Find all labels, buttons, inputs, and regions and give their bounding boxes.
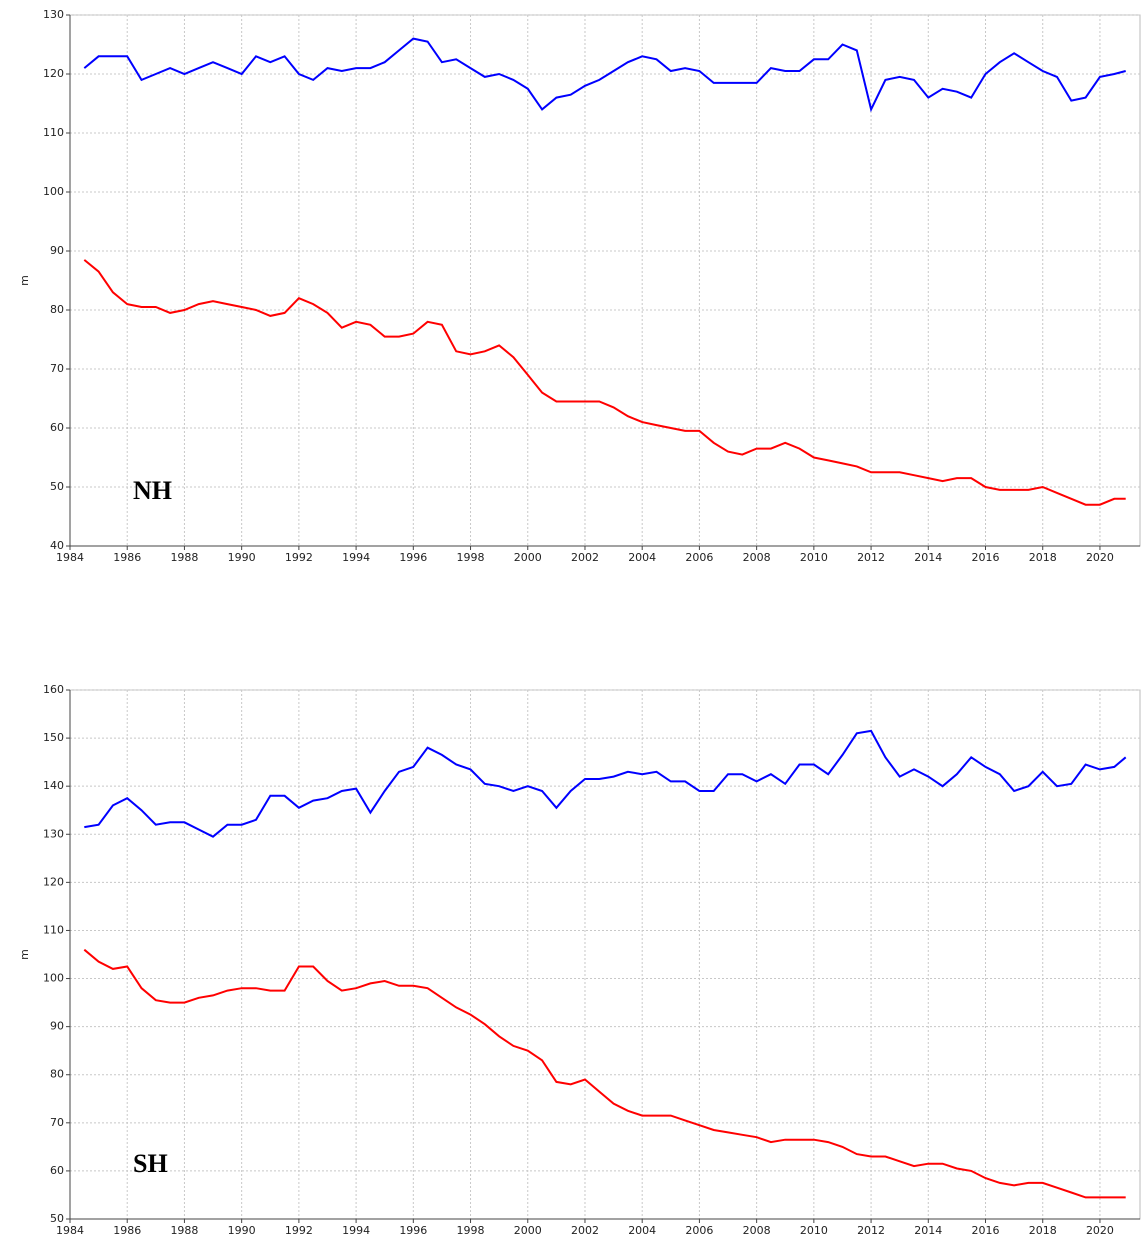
y-tick-label: 90 <box>50 244 64 257</box>
y-axis-label: m <box>18 949 31 960</box>
x-tick-label: 2000 <box>514 1224 542 1237</box>
x-tick-label: 1990 <box>228 1224 256 1237</box>
y-tick-label: 160 <box>43 683 64 696</box>
y-tick-label: 140 <box>43 779 64 792</box>
x-tick-label: 2004 <box>628 1224 656 1237</box>
data-line <box>84 729 1127 838</box>
x-tick-label: 2012 <box>857 1224 885 1237</box>
x-tick-label: 2010 <box>800 1224 828 1237</box>
x-tick-label: 2018 <box>1029 551 1057 564</box>
x-tick-label: 1992 <box>285 551 313 564</box>
y-tick-label: 110 <box>43 126 64 139</box>
x-tick-label: 2004 <box>628 551 656 564</box>
x-tick-label: 2018 <box>1029 1224 1057 1237</box>
x-tick-label: 2016 <box>972 1224 1000 1237</box>
y-axis-label: m <box>18 275 31 286</box>
x-tick-label: 1998 <box>457 1224 485 1237</box>
y-tick-label: 120 <box>43 875 64 888</box>
x-tick-label: 1996 <box>399 551 427 564</box>
y-tick-label: 50 <box>50 1212 64 1225</box>
y-tick-label: 80 <box>50 303 64 316</box>
y-tick-label: 130 <box>43 827 64 840</box>
x-tick-label: 2000 <box>514 551 542 564</box>
x-tick-label: 1992 <box>285 1224 313 1237</box>
x-tick-label: 1994 <box>342 1224 370 1237</box>
y-tick-label: 60 <box>50 421 64 434</box>
x-tick-label: 2002 <box>571 1224 599 1237</box>
x-tick-label: 1990 <box>228 551 256 564</box>
y-tick-label: 120 <box>43 67 64 80</box>
y-tick-label: 100 <box>43 185 64 198</box>
y-tick-label: 110 <box>43 923 64 936</box>
x-tick-label: 1994 <box>342 551 370 564</box>
x-tick-label: 1986 <box>113 1224 141 1237</box>
data-line <box>83 37 1126 113</box>
x-tick-label: 1998 <box>457 551 485 564</box>
x-tick-label: 1984 <box>56 1224 84 1237</box>
x-tick-label: 2020 <box>1086 1224 1114 1237</box>
panel-label: SH <box>133 1149 168 1178</box>
y-tick-label: 50 <box>50 480 64 493</box>
x-tick-label: 1988 <box>170 1224 198 1237</box>
x-tick-label: 2006 <box>685 551 713 564</box>
y-tick-label: 80 <box>50 1068 64 1081</box>
x-tick-label: 2008 <box>743 551 771 564</box>
x-tick-label: 1996 <box>399 1224 427 1237</box>
x-tick-label: 2016 <box>972 551 1000 564</box>
panel-label: NH <box>133 476 172 505</box>
y-tick-label: 70 <box>50 1116 64 1129</box>
x-tick-label: 2002 <box>571 551 599 564</box>
y-tick-label: 90 <box>50 1020 64 1033</box>
x-tick-label: 2014 <box>914 551 942 564</box>
plot-area <box>69 689 1141 1220</box>
x-tick-label: 2006 <box>685 1224 713 1237</box>
x-tick-label: 2008 <box>743 1224 771 1237</box>
data-line <box>83 948 1126 1199</box>
y-tick-label: 100 <box>43 972 64 985</box>
y-tick-label: 150 <box>43 731 64 744</box>
x-tick-label: 1984 <box>56 551 84 564</box>
y-tick-label: 40 <box>50 539 64 552</box>
y-tick-label: 70 <box>50 362 64 375</box>
x-tick-label: 2014 <box>914 1224 942 1237</box>
x-tick-label: 1988 <box>170 551 198 564</box>
x-tick-label: 2020 <box>1086 551 1114 564</box>
x-tick-label: 2012 <box>857 551 885 564</box>
data-line <box>83 259 1126 506</box>
y-tick-label: 130 <box>43 8 64 21</box>
x-tick-label: 2010 <box>800 551 828 564</box>
plot-area <box>69 14 1141 547</box>
x-tick-label: 1986 <box>113 551 141 564</box>
y-tick-label: 60 <box>50 1164 64 1177</box>
